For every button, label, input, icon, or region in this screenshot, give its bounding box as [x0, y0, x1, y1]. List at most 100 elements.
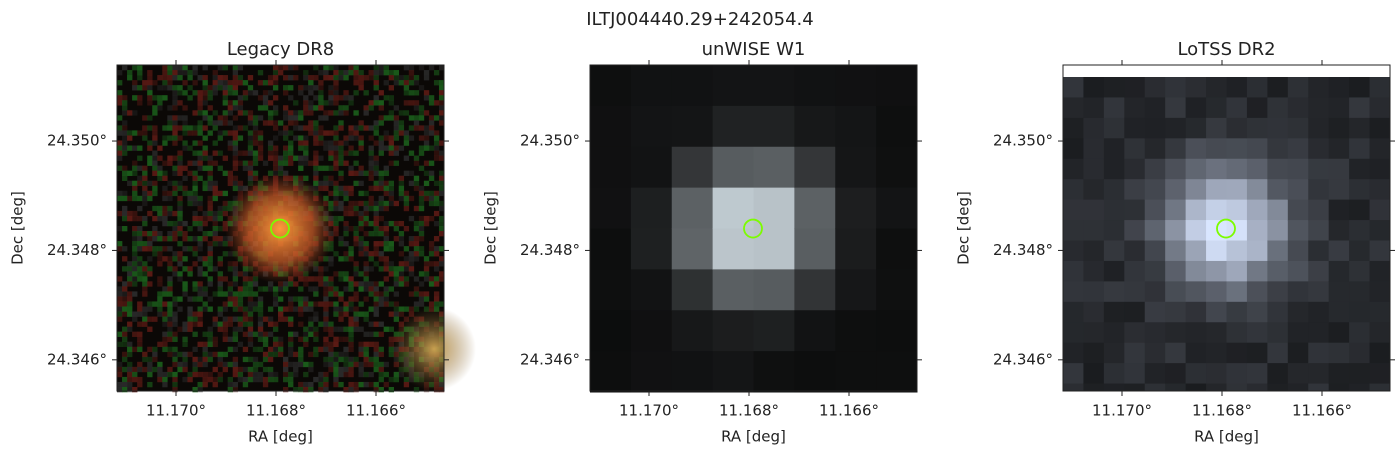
pixel: [418, 231, 425, 237]
pixel: [172, 95, 178, 101]
pixel: [122, 190, 128, 197]
pixel: [343, 160, 349, 166]
pixel: [137, 65, 143, 71]
pixel: [1165, 117, 1187, 139]
pixel: [378, 175, 384, 182]
pixel: [398, 75, 405, 81]
pixel: [247, 160, 254, 166]
pixel: [167, 331, 173, 337]
pixel: [403, 306, 410, 312]
pixel: [388, 241, 394, 247]
pixel: [1349, 363, 1371, 385]
pixel: [217, 210, 223, 217]
pixel: [147, 231, 153, 237]
pixel: [1328, 138, 1350, 160]
pixel: [212, 150, 218, 156]
pixel: [187, 190, 193, 197]
pixel: [413, 175, 420, 182]
pixel: [182, 246, 188, 252]
pixel: [353, 291, 359, 297]
pixel: [835, 310, 877, 352]
pixel: [122, 341, 128, 348]
pixel: [328, 150, 334, 156]
pixel: [222, 65, 228, 71]
pixel: [298, 336, 304, 342]
pixel: [177, 251, 183, 257]
pixel: [353, 281, 359, 287]
pixel: [388, 110, 394, 116]
pixel: [222, 210, 228, 217]
pixel: [338, 215, 344, 222]
pixel: [147, 155, 153, 161]
pixel: [388, 311, 394, 317]
pixel: [353, 271, 359, 277]
pixel: [217, 286, 223, 292]
pixel: [333, 205, 339, 212]
pixel: [237, 316, 244, 322]
pixel: [172, 125, 178, 131]
pixel: [267, 286, 274, 292]
pixel: [1063, 179, 1084, 201]
pixel: [323, 291, 329, 297]
pixel: [338, 205, 344, 212]
pixel: [192, 65, 198, 71]
pixel: [237, 291, 244, 297]
pixel: [217, 215, 223, 222]
pixel: [127, 361, 133, 368]
pixel: [252, 160, 259, 166]
pixel: [1063, 260, 1084, 282]
pixel: [122, 326, 128, 332]
pixel: [222, 85, 228, 91]
pixel: [333, 381, 339, 388]
pixel: [1267, 199, 1289, 221]
pixel: [353, 125, 359, 131]
pixel: [117, 140, 123, 146]
pixel: [348, 281, 354, 287]
pixel: [378, 361, 384, 368]
pixel: [122, 210, 128, 217]
pixel: [157, 251, 163, 257]
pixel: [187, 266, 193, 272]
pixel: [202, 236, 208, 242]
pixel: [323, 165, 329, 171]
pixel: [358, 190, 364, 197]
pixel: [323, 286, 329, 292]
pixel: [363, 356, 369, 363]
pixel: [147, 70, 153, 76]
pixel: [242, 346, 249, 353]
pixel: [358, 220, 364, 227]
pixel: [137, 231, 143, 237]
pixel: [368, 251, 374, 257]
pixel: [132, 246, 138, 252]
pixel: [373, 220, 379, 227]
pixel: [142, 286, 148, 292]
pixel: [1308, 281, 1330, 303]
pixel: [413, 115, 420, 121]
pixel: [237, 321, 244, 327]
pixel: [152, 170, 158, 176]
pixel: [1206, 260, 1227, 282]
pixel: [438, 90, 445, 96]
pixel: [272, 351, 279, 358]
pixel: [288, 301, 294, 307]
pixel: [1267, 281, 1289, 303]
pixel: [333, 200, 339, 207]
pixel: [348, 326, 354, 332]
pixel: [358, 301, 364, 307]
pixel: [147, 195, 153, 202]
pixel: [288, 296, 294, 302]
pixel: [202, 110, 208, 116]
pixel: [232, 266, 239, 272]
pixel: [328, 291, 334, 297]
pixel: [388, 346, 394, 353]
pixel: [262, 336, 269, 342]
pixel: [323, 140, 329, 146]
pixel: [242, 366, 249, 373]
pixel: [162, 95, 168, 101]
pixel: [1063, 158, 1084, 180]
pixel: [348, 170, 354, 176]
pixel: [257, 361, 264, 368]
pixel: [167, 281, 173, 287]
pixel: [167, 326, 173, 332]
pixel: [127, 145, 133, 151]
